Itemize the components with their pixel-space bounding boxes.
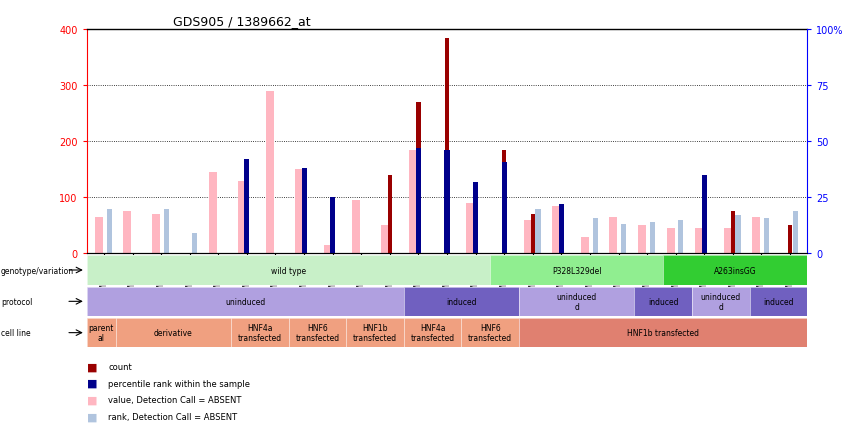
Text: HNF6
transfected: HNF6 transfected bbox=[295, 323, 339, 342]
Bar bbox=[638, 226, 646, 254]
Bar bbox=[523, 220, 531, 254]
Bar bbox=[536, 209, 541, 254]
Bar bbox=[792, 211, 798, 254]
Text: rank, Detection Call = ABSENT: rank, Detection Call = ABSENT bbox=[108, 412, 238, 421]
Bar bbox=[559, 205, 564, 254]
Bar bbox=[753, 217, 760, 254]
Bar bbox=[735, 216, 740, 254]
Bar bbox=[301, 169, 306, 254]
Text: wild type: wild type bbox=[271, 266, 306, 275]
Text: P328L329del: P328L329del bbox=[552, 266, 602, 275]
Text: derivative: derivative bbox=[154, 329, 193, 337]
Bar bbox=[295, 170, 303, 254]
Bar bbox=[123, 212, 131, 254]
Text: uninduced
d: uninduced d bbox=[700, 292, 741, 311]
Bar bbox=[193, 234, 197, 254]
Bar bbox=[724, 229, 732, 254]
Bar bbox=[764, 218, 769, 254]
Bar bbox=[445, 39, 449, 254]
Text: ■: ■ bbox=[87, 411, 97, 421]
Bar bbox=[621, 225, 627, 254]
Text: GDS905 / 1389662_at: GDS905 / 1389662_at bbox=[174, 15, 311, 28]
Bar bbox=[238, 181, 246, 254]
Text: uninduced: uninduced bbox=[225, 297, 266, 306]
Bar bbox=[650, 223, 654, 254]
Text: count: count bbox=[108, 362, 132, 371]
Bar bbox=[352, 201, 360, 254]
Bar bbox=[667, 229, 674, 254]
Bar bbox=[330, 198, 335, 254]
Bar bbox=[331, 204, 335, 254]
Bar bbox=[502, 151, 506, 254]
Text: genotype/variation: genotype/variation bbox=[1, 266, 74, 275]
Text: induced: induced bbox=[446, 297, 477, 306]
Text: A263insGG: A263insGG bbox=[713, 266, 757, 275]
Text: ■: ■ bbox=[87, 362, 97, 372]
Bar bbox=[702, 181, 707, 254]
Bar bbox=[95, 217, 102, 254]
Bar bbox=[701, 176, 707, 254]
Bar bbox=[209, 173, 217, 254]
Text: protocol: protocol bbox=[1, 297, 32, 306]
Text: cell line: cell line bbox=[1, 329, 30, 337]
Bar bbox=[502, 162, 507, 254]
Bar bbox=[552, 207, 560, 254]
Bar bbox=[609, 217, 617, 254]
Bar bbox=[416, 149, 421, 254]
Text: ■: ■ bbox=[87, 378, 97, 388]
Bar bbox=[678, 220, 683, 254]
Text: HNF6
transfected: HNF6 transfected bbox=[468, 323, 512, 342]
Bar bbox=[530, 215, 535, 254]
Bar bbox=[107, 209, 112, 254]
Text: parent
al: parent al bbox=[89, 323, 114, 342]
Bar bbox=[381, 226, 389, 254]
Bar bbox=[388, 176, 392, 254]
Bar bbox=[410, 151, 418, 254]
Bar bbox=[731, 212, 735, 254]
Text: uninduced
d: uninduced d bbox=[556, 292, 597, 311]
Text: HNF1b
transfected: HNF1b transfected bbox=[353, 323, 397, 342]
Text: HNF4a
transfected: HNF4a transfected bbox=[238, 323, 282, 342]
Bar bbox=[417, 103, 421, 254]
Bar bbox=[164, 209, 169, 254]
Text: induced: induced bbox=[763, 297, 793, 306]
Bar bbox=[152, 215, 160, 254]
Text: induced: induced bbox=[648, 297, 679, 306]
Bar bbox=[444, 151, 450, 254]
Bar bbox=[473, 182, 478, 254]
Bar bbox=[695, 229, 703, 254]
Bar bbox=[324, 246, 332, 254]
Bar bbox=[245, 164, 249, 254]
Text: ■: ■ bbox=[87, 395, 97, 404]
Bar bbox=[473, 187, 477, 254]
Text: value, Detection Call = ABSENT: value, Detection Call = ABSENT bbox=[108, 395, 242, 404]
Text: HNF4a
transfected: HNF4a transfected bbox=[411, 323, 455, 342]
Bar bbox=[466, 204, 475, 254]
Text: HNF1b transfected: HNF1b transfected bbox=[628, 329, 699, 337]
Bar bbox=[788, 226, 792, 254]
Bar bbox=[302, 198, 306, 254]
Bar bbox=[266, 92, 274, 254]
Bar bbox=[244, 160, 249, 254]
Bar bbox=[581, 237, 589, 254]
Text: percentile rank within the sample: percentile rank within the sample bbox=[108, 379, 251, 388]
Bar bbox=[593, 218, 598, 254]
